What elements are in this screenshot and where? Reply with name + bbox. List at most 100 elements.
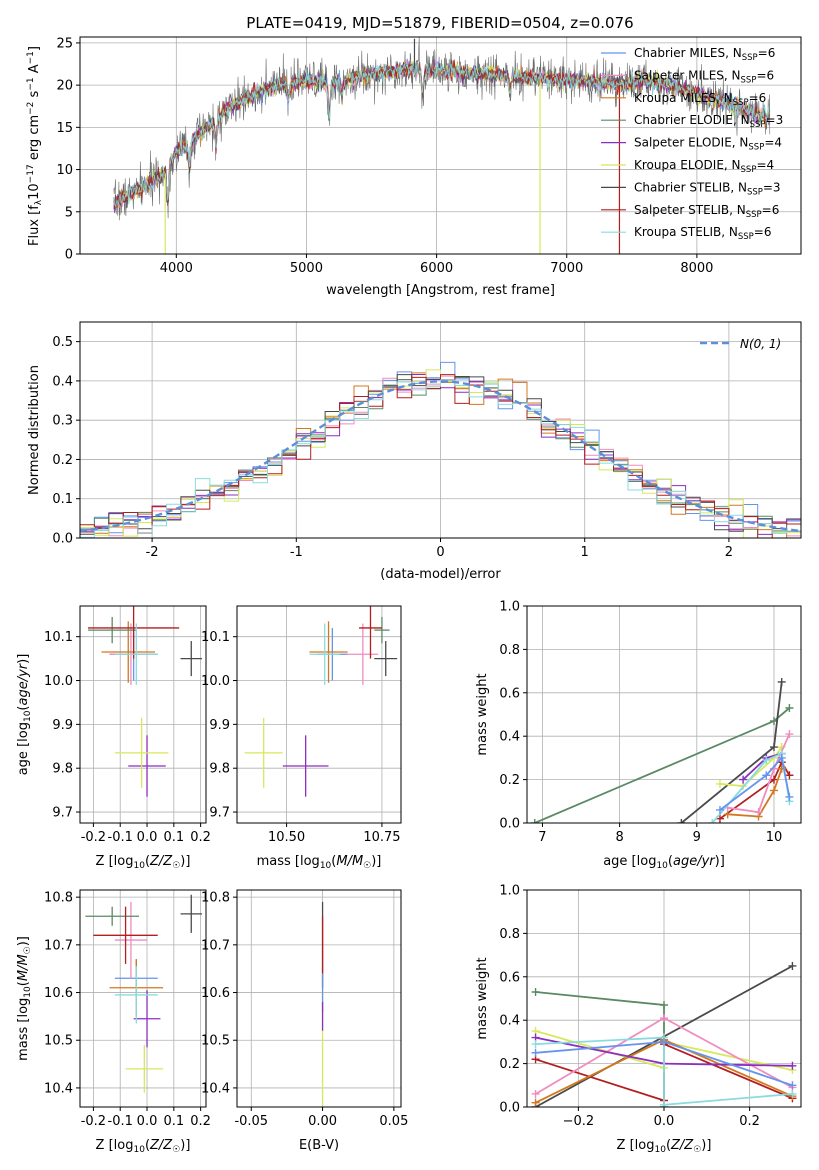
residuals-x-axis-label: (data-model)/error bbox=[380, 567, 501, 582]
legend-entry: N(0, 1) bbox=[740, 337, 781, 351]
x-tick-label: 0.2 bbox=[190, 1114, 211, 1129]
x-tick-label: -1 bbox=[290, 545, 303, 560]
spectrum-legend: Chabrier MILES, NSSP=6 Salpeter MILES, NS… bbox=[601, 46, 783, 242]
x-tick-label: 4000 bbox=[160, 261, 193, 276]
y-tick-label: 0.1 bbox=[52, 492, 73, 507]
y-tick-label: 10.6 bbox=[44, 986, 73, 1001]
x-tick-label: -0.05 bbox=[234, 1114, 268, 1129]
mass_vs_ebv-frame bbox=[236, 889, 402, 1108]
legend-entry: Kroupa MILES, NSSP=6 bbox=[634, 91, 766, 108]
residual-histogram-step bbox=[80, 379, 801, 538]
x-tick-label: 0.00 bbox=[308, 1114, 337, 1129]
y-tick-label: 0 bbox=[65, 248, 73, 263]
legend-entry: Chabrier STELIB, NSSP=3 bbox=[634, 180, 781, 197]
x-tick-label: 1 bbox=[581, 545, 589, 560]
x-tick-label: 9 bbox=[693, 830, 701, 845]
error-bar-point bbox=[133, 990, 161, 1048]
y-tick-label: 0.2 bbox=[499, 773, 520, 788]
weight-vs-Z-x-axis-label: Z [log10(Z/Z☉)] bbox=[617, 1138, 712, 1155]
x-tick-label: -0.1 bbox=[108, 1114, 133, 1129]
y-tick-label: 10.5 bbox=[201, 1034, 230, 1049]
residuals-y-axis-label: Normed distribution bbox=[27, 365, 42, 495]
weight_vs_age-panel: 7 8 9 10 0.0 0.2 0.4 0.6 0.8 1.0 bbox=[499, 600, 802, 845]
error-bar-point bbox=[101, 621, 156, 683]
weight_vs_age-frame bbox=[526, 605, 802, 824]
x-tick-label: 0.05 bbox=[379, 1114, 408, 1129]
y-tick-label: 25 bbox=[56, 36, 73, 51]
y-tick-label: 10.1 bbox=[201, 630, 230, 645]
error-bar-point bbox=[244, 717, 283, 788]
x-tick-label: 0 bbox=[436, 545, 444, 560]
mass-vs-Z-x-axis-label: Z [log10(Z/Z☉)] bbox=[96, 1138, 191, 1155]
y-tick-label: 10.8 bbox=[44, 891, 73, 906]
y-tick-label: 10.0 bbox=[201, 674, 230, 689]
y-tick-label: 1.0 bbox=[499, 884, 520, 899]
residuals-legend: N(0, 1) bbox=[700, 337, 781, 351]
x-tick-label: 10.50 bbox=[268, 830, 305, 845]
age-vs-Z-y-axis-label: age [log10(age/yr)] bbox=[16, 654, 33, 776]
error-bar-point bbox=[125, 1045, 164, 1093]
age_vs_mass-panel: 10.50 10.75 9.7 9.8 9.9 10.0 10.1 bbox=[201, 605, 402, 845]
x-tick-label: 0.1 bbox=[163, 1114, 184, 1129]
y-tick-label: 0.3 bbox=[52, 414, 73, 429]
y-tick-label: 0.8 bbox=[499, 927, 520, 942]
y-tick-label: 10 bbox=[56, 163, 73, 178]
error-bar-point bbox=[180, 641, 202, 677]
y-tick-label: 10.7 bbox=[201, 938, 230, 953]
y-tick-label: 5 bbox=[65, 205, 73, 220]
age_vs_Z-frame bbox=[79, 605, 207, 824]
error-bar-point bbox=[85, 906, 139, 926]
error-bar-point bbox=[282, 735, 329, 797]
legend-entry: Kroupa STELIB, NSSP=6 bbox=[634, 225, 772, 242]
error-bar-point bbox=[114, 901, 148, 979]
x-tick-label: -0.2 bbox=[81, 1114, 106, 1129]
y-tick-label: 10.6 bbox=[201, 986, 230, 1001]
y-tick-label: 10.4 bbox=[44, 1081, 73, 1096]
weight_vs_Z-panel: −0.2 0.0 0.2 0.0 0.2 0.4 0.6 0.8 1.0 bbox=[499, 884, 802, 1129]
mass-weight-series bbox=[531, 1037, 797, 1090]
error-bar-point bbox=[114, 623, 158, 685]
mass_vs_Z-frame bbox=[79, 889, 207, 1108]
y-tick-label: 20 bbox=[56, 79, 73, 94]
weight-vs-age-y-axis-label: mass weight bbox=[475, 673, 490, 755]
mass-weight-series bbox=[677, 677, 786, 823]
weight_vs_Z-plot-area bbox=[531, 961, 797, 1107]
y-tick-label: 10.1 bbox=[44, 630, 73, 645]
x-tick-label: 5000 bbox=[290, 261, 323, 276]
weight-vs-Z-y-axis-label: mass weight bbox=[475, 957, 490, 1039]
error-bar-point bbox=[93, 906, 158, 964]
y-tick-label: 9.9 bbox=[52, 718, 73, 733]
y-tick-label: 10.4 bbox=[201, 1081, 230, 1096]
x-tick-label: 8 bbox=[615, 830, 623, 845]
y-tick-label: 10.0 bbox=[44, 674, 73, 689]
x-tick-label: 10.75 bbox=[363, 830, 400, 845]
mass-weight-series bbox=[531, 1033, 797, 1107]
error-bar-point bbox=[88, 606, 180, 659]
x-tick-label: 7 bbox=[538, 830, 546, 845]
y-tick-label: 9.8 bbox=[209, 762, 230, 777]
error-bar-point bbox=[309, 623, 340, 685]
figure-title: PLATE=0419, MJD=51879, FIBERID=0504, z=0… bbox=[246, 14, 633, 32]
residuals-panel: -2 -1 0 1 2 0.0 0.1 0.2 0.3 0.4 0.5 N(0, 1) bbox=[52, 321, 802, 560]
age_vs_mass-frame bbox=[236, 605, 402, 824]
y-tick-label: 0.0 bbox=[499, 1101, 520, 1116]
x-tick-label: 2 bbox=[725, 545, 733, 560]
mass_vs_Z-plot-area bbox=[85, 894, 202, 1093]
error-bar-point bbox=[309, 621, 348, 683]
y-tick-label: 10.7 bbox=[44, 938, 73, 953]
x-tick-label: 6000 bbox=[420, 261, 453, 276]
y-tick-label: 10.5 bbox=[44, 1034, 73, 1049]
y-tick-label: 9.8 bbox=[52, 762, 73, 777]
y-tick-label: 0.2 bbox=[499, 1057, 520, 1072]
mass-weight-series bbox=[530, 703, 794, 823]
legend-entry: Salpeter MILES, NSSP=6 bbox=[634, 68, 774, 85]
y-tick-label: 0.6 bbox=[499, 970, 520, 985]
x-tick-label: 8000 bbox=[680, 261, 713, 276]
error-bar-point bbox=[180, 894, 202, 933]
x-tick-label: 7000 bbox=[550, 261, 583, 276]
mass-vs-Z-y-axis-label: mass [log10(M/M☉)] bbox=[16, 936, 33, 1061]
x-tick-label: 0.0 bbox=[137, 830, 158, 845]
y-tick-label: 0.0 bbox=[52, 532, 73, 547]
error-bar-point bbox=[374, 616, 390, 644]
normal-curve bbox=[80, 380, 801, 533]
